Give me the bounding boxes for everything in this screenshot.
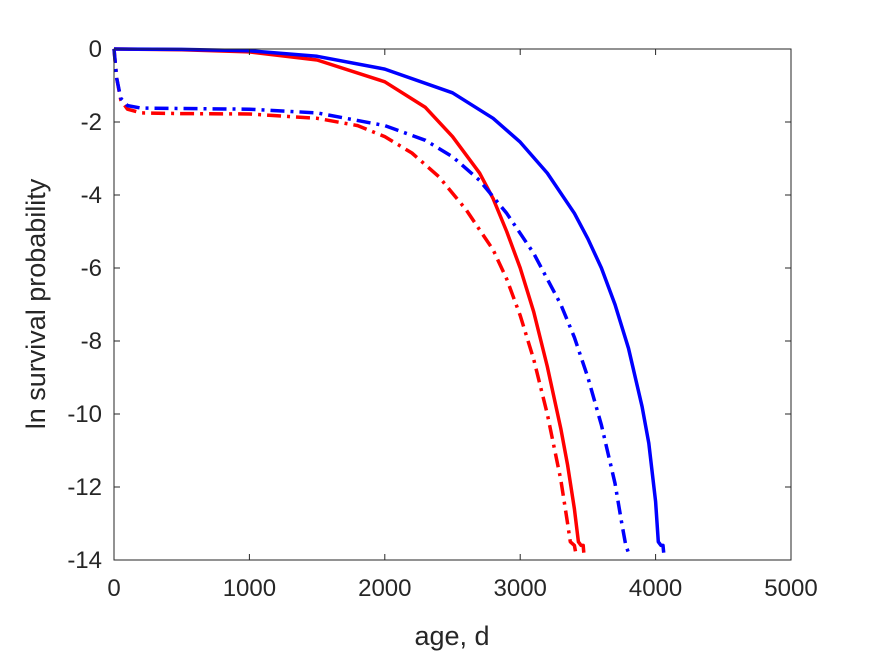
y-axis: 0 -2 -4 -6 -8 -10 -12 -14 — [67, 36, 791, 574]
x-tick-label: 1000 — [223, 575, 276, 602]
y-tick-label: -6 — [81, 255, 102, 282]
y-tick-label: -14 — [67, 547, 102, 574]
x-tick-label: 5000 — [764, 575, 817, 602]
x-tick-label: 3000 — [494, 575, 547, 602]
y-tick-label: -10 — [67, 401, 102, 428]
series-layer — [112, 47, 666, 554]
x-axis: 0 1000 2000 3000 4000 5000 — [107, 49, 818, 602]
series-line-4 — [112, 48, 631, 554]
series-line-2 — [113, 47, 666, 553]
x-tick-label: 2000 — [358, 575, 411, 602]
y-tick-label: -2 — [81, 109, 102, 136]
y-axis-label: ln survival probability — [21, 178, 51, 429]
y-tick-label: 0 — [89, 36, 102, 63]
x-axis-label: age, d — [414, 621, 489, 651]
y-tick-label: -4 — [81, 182, 102, 209]
x-tick-label: 4000 — [629, 575, 682, 602]
y-tick-label: -8 — [81, 328, 102, 355]
series-line-3 — [112, 48, 578, 554]
x-tick-label: 0 — [107, 575, 120, 602]
series-line-1 — [113, 47, 586, 553]
y-tick-label: -12 — [67, 474, 102, 501]
plot-area — [114, 49, 791, 560]
plot-box — [113, 48, 792, 561]
